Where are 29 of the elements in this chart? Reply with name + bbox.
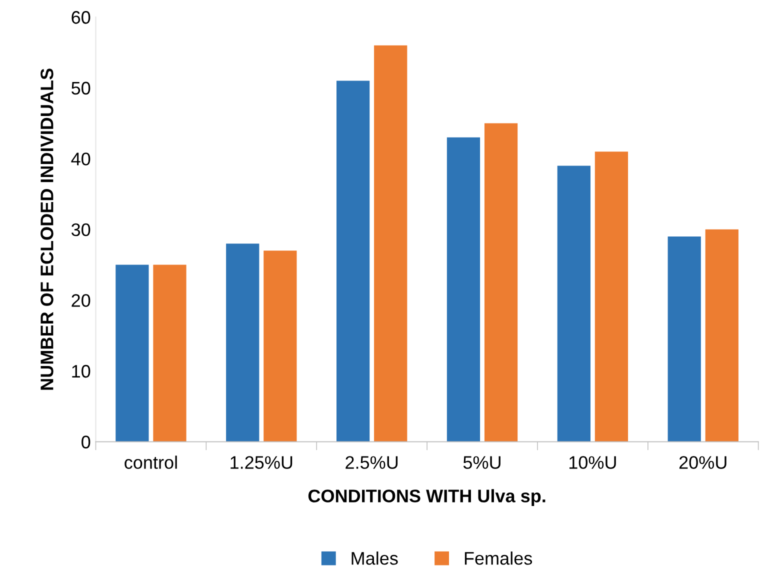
y-tick-label: 10	[72, 364, 90, 378]
x-axis-title: CONDITIONS WITH Ulva sp.	[308, 489, 546, 506]
legend-label: Males	[352, 552, 398, 565]
y-tick-label: 30	[71, 223, 90, 236]
bar	[446, 137, 480, 442]
y-tick-label: 0	[82, 436, 90, 448]
bar	[557, 166, 590, 442]
y-tick-label: 50	[72, 82, 90, 95]
bar	[374, 45, 408, 442]
bar	[668, 236, 701, 442]
bar	[116, 264, 149, 442]
x-tick-label: 2.5%U	[346, 456, 398, 469]
x-tick-label: 5%U	[463, 456, 500, 469]
legend-label: Females	[464, 552, 532, 565]
x-tick-label: 1.25%U	[230, 456, 292, 469]
x-tick-label: 20%U	[679, 456, 726, 469]
bar	[264, 250, 297, 442]
y-tick-label: 60	[72, 11, 90, 24]
bar	[153, 264, 186, 442]
bar	[336, 80, 370, 442]
x-tick-label: 10%U	[569, 456, 616, 469]
bar	[594, 152, 628, 442]
bar	[226, 244, 260, 442]
x-tick-label: control	[124, 456, 177, 469]
bar	[484, 123, 518, 442]
bar	[705, 229, 738, 442]
y-tick-label: 40	[71, 152, 90, 166]
y-axis-title: NUMBER OF ECLODED INDIVIDUALS	[40, 68, 54, 390]
y-tick-label: 20	[72, 294, 90, 307]
